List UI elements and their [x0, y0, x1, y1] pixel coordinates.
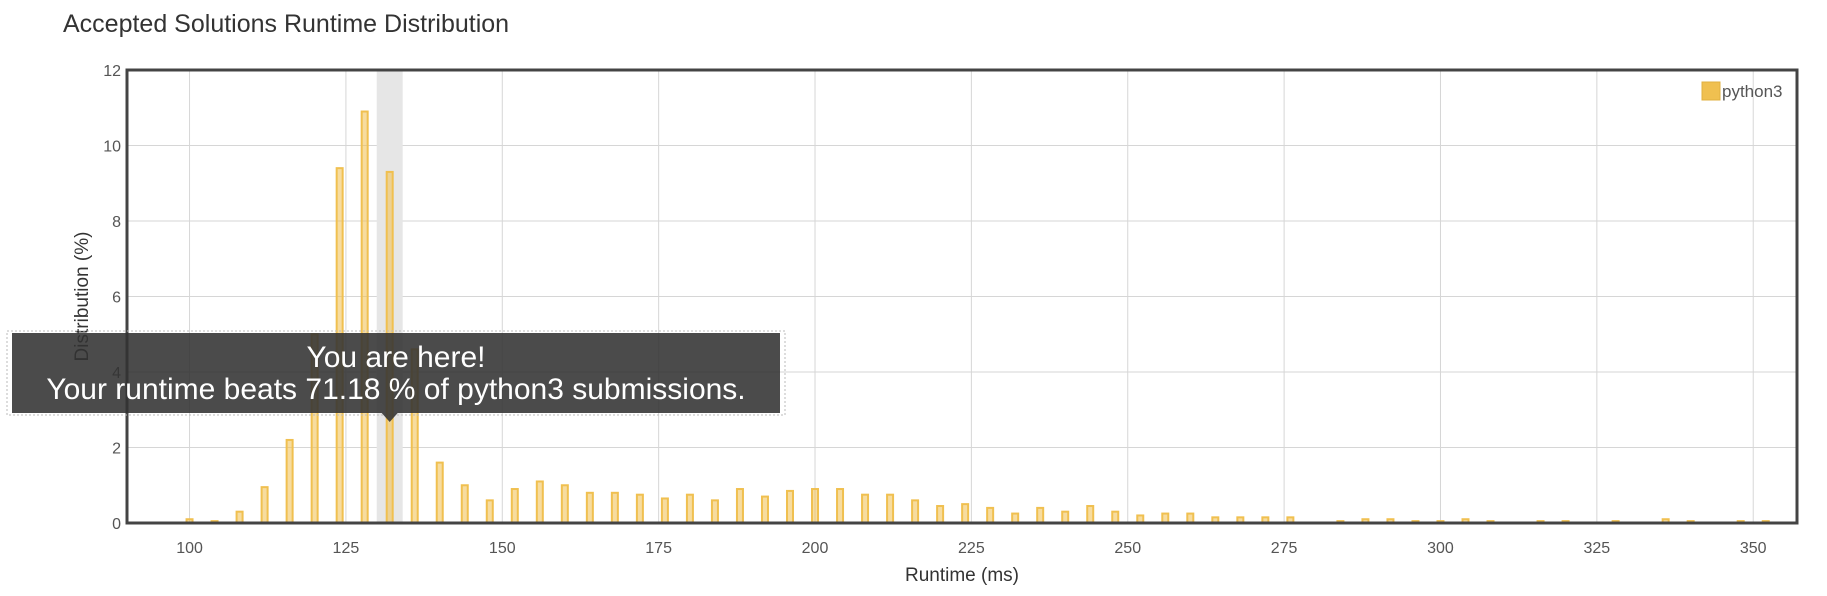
bar-python3-212[interactable] [886, 493, 895, 524]
x-tick-label: 100 [176, 540, 203, 557]
x-tick-label: 200 [802, 540, 829, 557]
bar-python3-128[interactable] [360, 110, 369, 525]
bar-python3-192[interactable] [760, 495, 769, 525]
x-axis-label: Runtime (ms) [905, 565, 1019, 586]
legend[interactable]: python3 [1701, 81, 1783, 101]
bars [185, 110, 1770, 525]
bar-python3-168[interactable] [610, 491, 619, 524]
x-tick-label: 300 [1427, 540, 1454, 557]
tooltip-border [6, 330, 786, 416]
bar-python3-248[interactable] [1111, 510, 1120, 524]
bar-python3-208[interactable] [861, 493, 870, 524]
x-tick-label: 125 [333, 540, 360, 557]
bar-python3-172[interactable] [635, 493, 644, 524]
y-tick-label: 2 [112, 441, 121, 458]
bar-python3-140[interactable] [435, 461, 444, 525]
y-tick-label: 6 [112, 290, 121, 307]
bar-python3-228[interactable] [986, 506, 995, 524]
bar-python3-184[interactable] [710, 499, 719, 525]
tooltip-caret [381, 413, 398, 422]
bar-python3-160[interactable] [560, 484, 569, 524]
bar-python3-156[interactable] [535, 480, 544, 525]
runtime-tooltip: You are here! Your runtime beats 71.18 %… [6, 330, 786, 422]
x-tick-label: 225 [958, 540, 985, 557]
bar-python3-144[interactable] [460, 484, 469, 524]
bar-python3-164[interactable] [585, 491, 594, 524]
bar-python3-240[interactable] [1061, 510, 1070, 524]
bar-python3-176[interactable] [660, 497, 669, 524]
bar-python3-204[interactable] [836, 488, 845, 524]
bar-python3-112[interactable] [260, 486, 269, 525]
tooltip-heading: You are here! [306, 341, 485, 374]
y-tick-label: 0 [112, 516, 121, 533]
bar-python3-196[interactable] [785, 489, 794, 525]
bar-python3-108[interactable] [235, 510, 244, 524]
chart-title: Accepted Solutions Runtime Distribution [63, 10, 510, 38]
tooltip-message: Your runtime beats 71.18 % of python3 su… [46, 373, 745, 406]
bar-python3-180[interactable] [685, 493, 694, 524]
y-tick-label: 10 [103, 139, 121, 156]
x-tick-label: 250 [1114, 540, 1141, 557]
plot-border [125, 68, 1799, 525]
y-axis-label: Distribution (%) [72, 232, 93, 362]
bar-python3-216[interactable] [911, 499, 920, 525]
bar-python3-148[interactable] [485, 499, 494, 525]
x-tick-label: 150 [489, 540, 516, 557]
x-tick-label: 350 [1740, 540, 1767, 557]
bar-python3-236[interactable] [1036, 506, 1045, 524]
x-tick-label: 275 [1271, 540, 1298, 557]
bar-python3-220[interactable] [936, 505, 945, 525]
bar-python3-116[interactable] [285, 438, 294, 525]
tooltip-box [12, 333, 780, 413]
x-tick-label: 175 [645, 540, 672, 557]
bar-python3-200[interactable] [811, 488, 820, 524]
bar-python3-188[interactable] [735, 488, 744, 524]
y-tick-label: 12 [103, 63, 121, 80]
bar-python3-152[interactable] [510, 488, 519, 524]
x-tick-label: 325 [1583, 540, 1610, 557]
legend-swatch [1701, 81, 1721, 101]
bar-python3-244[interactable] [1086, 505, 1095, 525]
tick-labels: 1001251501752002252502753003253500246810… [103, 63, 1766, 557]
y-tick-label: 8 [112, 214, 121, 231]
legend-label-python3: python3 [1722, 82, 1783, 101]
bar-python3-224[interactable] [961, 503, 970, 524]
